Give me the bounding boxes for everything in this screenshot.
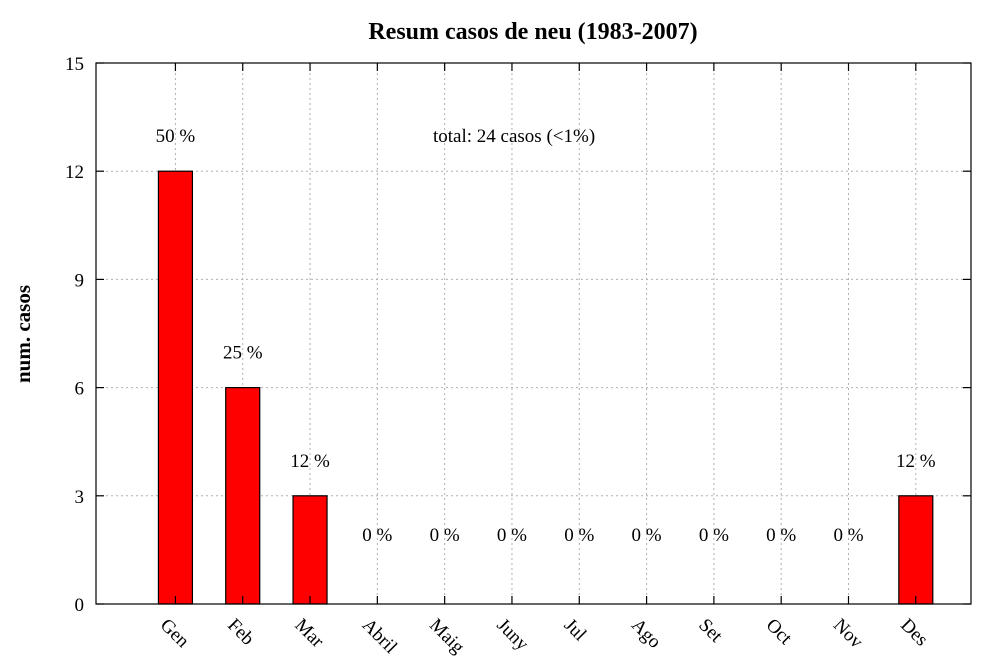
percent-label-mar: 12 % [290, 451, 330, 472]
percent-label-abril: 0 % [362, 525, 392, 546]
x-tick-label-jul: Jul [560, 615, 591, 646]
x-tick-label-set: Set [694, 615, 727, 648]
x-tick-label-ago: Ago [627, 615, 665, 653]
y-tick-label: 0 [75, 595, 85, 616]
y-tick-label: 15 [65, 54, 84, 75]
x-tick-label-juny: Juny [492, 615, 533, 656]
percent-label-maig: 0 % [430, 525, 460, 546]
percent-label-feb: 25 % [223, 343, 263, 364]
percent-label-gen: 50 % [156, 126, 196, 147]
y-tick-label: 9 [75, 270, 85, 291]
ticks [96, 62, 971, 605]
bars [157, 170, 934, 605]
x-tick-label-maig: Maig [425, 615, 469, 659]
x-tick-label-abril: Abril [358, 615, 401, 658]
bar-gen [157, 170, 194, 605]
y-tick-label: 6 [75, 379, 85, 400]
x-tick-label-des: Des [896, 615, 932, 651]
x-tick-label-nov: Nov [829, 615, 867, 653]
percent-label-ago: 0 % [632, 525, 662, 546]
plot-frame [95, 62, 972, 605]
x-tick-label-gen: Gen [156, 615, 194, 653]
x-tick-label-mar: Mar [291, 615, 329, 653]
percent-label-juny: 0 % [497, 525, 527, 546]
y-tick-label: 3 [75, 487, 85, 508]
total-annotation: total: 24 casos (<1%) [433, 126, 595, 147]
percent-label-oct: 0 % [766, 525, 796, 546]
percent-label-jul: 0 % [564, 525, 594, 546]
y-tick-label: 12 [65, 162, 84, 183]
bar-mar [292, 495, 328, 605]
x-tick-label-feb: Feb [223, 615, 258, 650]
gridlines [96, 63, 971, 604]
bar-feb [225, 387, 261, 605]
percent-labels: 50 % 25 % 12 % 0 % 0 % 0 % 0 % 0 % 0 % 0 % 0 % 12 % [156, 126, 936, 546]
chart-title: Resum casos de neu (1983-2007) [368, 19, 697, 45]
bar-des [898, 495, 934, 605]
percent-label-nov: 0 % [833, 525, 863, 546]
y-axis-label: num. casos [11, 285, 35, 383]
percent-label-set: 0 % [699, 525, 729, 546]
percent-label-des: 12 % [896, 451, 936, 472]
x-tick-label-oct: Oct [762, 615, 797, 650]
